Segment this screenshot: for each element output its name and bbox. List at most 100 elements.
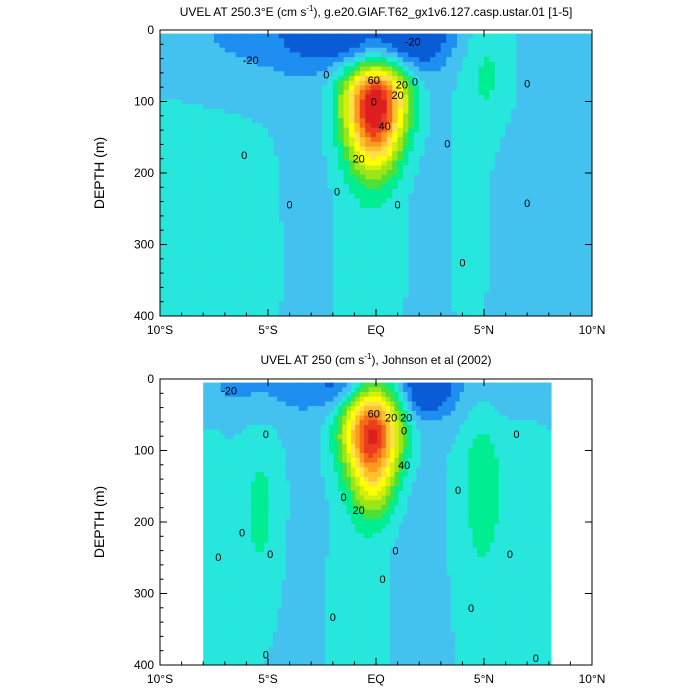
field-cell	[586, 198, 592, 204]
field-cell	[376, 264, 382, 270]
field-cell	[554, 80, 561, 86]
field-cell	[219, 80, 226, 86]
field-cell	[538, 217, 544, 223]
field-cell	[343, 57, 350, 63]
field-cell	[543, 292, 550, 298]
field-cell	[408, 90, 415, 96]
field-cell	[230, 170, 237, 176]
field-cell	[586, 235, 592, 242]
field-cell	[284, 283, 291, 289]
field-cell	[473, 71, 480, 77]
field-cell	[176, 146, 183, 152]
field-cell	[467, 198, 474, 204]
field-cell	[322, 273, 328, 279]
field-cell	[203, 504, 209, 511]
field-cell	[181, 165, 188, 171]
field-cell	[575, 151, 582, 157]
field-cell	[338, 33, 345, 39]
field-cell	[392, 250, 399, 256]
field-cell	[548, 311, 555, 316]
field-cell	[489, 292, 496, 298]
field-cell	[581, 203, 588, 209]
field-cell	[586, 174, 592, 181]
field-cell	[424, 146, 431, 152]
field-cell	[570, 94, 577, 101]
field-cell	[343, 292, 350, 298]
field-cell	[376, 123, 382, 129]
field-cell	[192, 123, 199, 129]
field-cell	[581, 264, 588, 270]
field-cell	[160, 165, 166, 171]
field-cell	[365, 85, 372, 91]
field-cell	[527, 292, 534, 298]
field-cell	[532, 165, 539, 171]
field-cell	[376, 250, 382, 256]
field-cell	[214, 268, 220, 275]
field-cell	[575, 52, 582, 58]
field-cell	[208, 273, 215, 279]
field-cell	[473, 57, 480, 63]
field-cell	[462, 123, 469, 129]
field-cell	[160, 297, 166, 303]
field-cell	[197, 155, 204, 162]
field-cell	[370, 203, 377, 209]
field-cell	[408, 137, 415, 143]
field-cell	[489, 113, 496, 119]
field-cell	[311, 160, 318, 166]
field-cell	[521, 292, 528, 298]
field-cell	[484, 179, 490, 185]
field-cell	[197, 141, 204, 148]
y-tick-label: 200	[134, 166, 154, 180]
field-cell	[376, 198, 382, 204]
field-cell	[365, 151, 372, 157]
field-cell	[581, 146, 588, 152]
field-cell	[203, 235, 210, 242]
field-cell	[208, 141, 215, 148]
field-cell	[424, 85, 431, 91]
field-cell	[392, 207, 399, 214]
field-cell	[187, 57, 193, 63]
field-cell	[203, 33, 210, 39]
field-cell	[511, 174, 517, 181]
field-cell	[316, 207, 323, 214]
field-cell	[511, 85, 517, 91]
field-cell	[289, 283, 296, 289]
field-cell	[224, 108, 231, 115]
field-cell	[462, 170, 469, 176]
field-cell	[521, 268, 528, 275]
field-cell	[359, 231, 366, 237]
field-cell	[311, 311, 318, 316]
field-cell	[397, 278, 404, 284]
field-cell	[365, 306, 372, 312]
field-cell	[165, 99, 172, 105]
field-cell	[559, 217, 566, 223]
field-cell	[235, 118, 242, 124]
field-cell	[403, 137, 409, 143]
field-cell	[532, 207, 539, 214]
field-cell	[586, 137, 592, 143]
field-cell	[554, 75, 561, 82]
field-cell	[403, 264, 409, 270]
field-cell	[219, 292, 226, 298]
field-cell	[197, 259, 204, 265]
field-cell	[489, 108, 496, 115]
field-cell	[419, 203, 426, 209]
field-cell	[424, 287, 431, 294]
field-cell	[565, 123, 571, 129]
field-cell	[224, 94, 231, 101]
field-cell	[187, 221, 193, 228]
field-cell	[392, 132, 399, 138]
field-cell	[467, 85, 474, 91]
field-cell	[192, 71, 199, 77]
field-cell	[187, 85, 193, 91]
field-cell	[516, 47, 523, 54]
field-cell	[457, 273, 463, 279]
field-cell	[570, 174, 577, 181]
field-cell	[176, 212, 183, 218]
field-cell	[430, 108, 436, 115]
field-cell	[511, 61, 517, 68]
field-cell	[332, 217, 339, 223]
field-cell	[359, 170, 366, 176]
field-cell	[559, 212, 566, 218]
field-cell	[230, 123, 237, 129]
